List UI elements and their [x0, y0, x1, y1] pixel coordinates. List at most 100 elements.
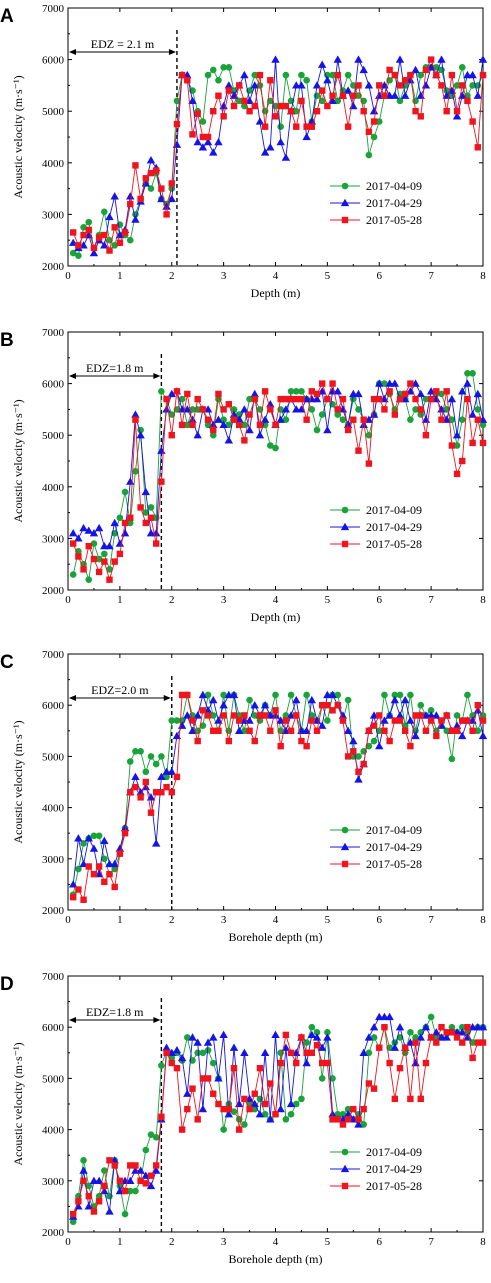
- data-point: [89, 844, 99, 852]
- data-point: [85, 218, 93, 226]
- data-point: [199, 406, 207, 413]
- data-point: [355, 1116, 362, 1123]
- data-point: [324, 702, 331, 709]
- data-point: [121, 519, 129, 527]
- data-point: [126, 519, 134, 527]
- edz-label: EDZ = 2.1 m: [91, 37, 155, 51]
- data-point: [158, 478, 165, 485]
- data-point: [396, 395, 404, 403]
- data-point: [142, 1146, 150, 1154]
- data-point: [364, 1033, 374, 1041]
- legend-entry: 2017-04-29: [330, 840, 422, 854]
- data-point: [267, 77, 274, 84]
- data-point: [235, 1126, 243, 1133]
- data-point: [328, 690, 337, 699]
- data-point: [443, 1029, 450, 1036]
- data-point: [167, 767, 176, 775]
- data-point: [468, 410, 477, 418]
- data-point: [359, 420, 368, 429]
- data-point: [75, 1198, 82, 1205]
- edz-label: EDZ=2.0 m: [91, 683, 149, 697]
- data-point: [453, 1034, 461, 1041]
- data-point: [464, 97, 471, 105]
- data-point: [204, 691, 212, 699]
- data-point: [214, 1074, 223, 1082]
- data-point: [230, 416, 238, 423]
- data-point: [350, 1105, 357, 1113]
- data-point: [339, 92, 347, 99]
- data-point: [339, 1110, 347, 1118]
- data-point: [94, 1176, 104, 1184]
- data-point: [390, 1043, 400, 1051]
- data-point: [427, 395, 435, 403]
- data-point: [147, 753, 155, 760]
- data-point: [282, 395, 290, 403]
- data-point: [215, 395, 222, 403]
- data-point: [266, 143, 275, 151]
- data-point: [229, 410, 239, 418]
- data-point: [464, 691, 471, 699]
- data-point: [396, 717, 404, 724]
- data-point: [131, 772, 140, 781]
- data-point: [464, 1024, 471, 1031]
- data-point: [101, 208, 108, 216]
- data-point: [396, 82, 404, 89]
- data-point: [400, 695, 410, 704]
- data-point: [385, 711, 394, 719]
- data-point: [287, 108, 295, 115]
- x-tick-label: 3: [221, 594, 227, 606]
- data-point: [245, 716, 254, 724]
- data-point: [173, 1064, 181, 1072]
- data-point: [412, 108, 419, 115]
- data-point: [437, 55, 446, 63]
- data-point: [317, 1043, 327, 1051]
- data-point: [142, 768, 150, 776]
- data-point: [245, 425, 254, 434]
- data-point: [69, 229, 77, 236]
- data-point: [224, 1110, 234, 1118]
- x-tick-label: 0: [65, 914, 71, 926]
- data-point: [469, 727, 476, 734]
- x-tick-label: 1: [117, 914, 123, 926]
- data-point: [407, 1095, 414, 1103]
- data-point: [225, 1100, 233, 1108]
- data-point: [339, 395, 347, 403]
- data-point: [85, 863, 92, 870]
- data-point: [396, 1034, 404, 1041]
- chart-panel-a: A 0 1 2 3 4 5 6 7 8 2000 3000 4000 5000 6000 7000 Depth …: [0, 3, 488, 300]
- x-tick-label: 6: [377, 914, 383, 926]
- data-point: [126, 1176, 135, 1184]
- data-point: [333, 387, 342, 395]
- data-point: [235, 82, 243, 89]
- data-point: [127, 514, 134, 521]
- data-point: [298, 395, 305, 403]
- data-point: [334, 71, 341, 79]
- data-point: [324, 395, 331, 403]
- data-point: [281, 153, 291, 161]
- data-point: [246, 108, 253, 115]
- data-point: [303, 123, 310, 130]
- data-point: [417, 113, 424, 120]
- data-point: [411, 1058, 420, 1067]
- data-point: [355, 406, 362, 413]
- data-point: [463, 379, 472, 387]
- y-tick-label: 7000: [42, 649, 65, 661]
- data-point: [344, 123, 352, 130]
- data-point: [443, 388, 450, 395]
- y-tick-label: 5000: [42, 1073, 65, 1085]
- data-point: [132, 162, 139, 169]
- data-point: [282, 416, 290, 424]
- data-point: [376, 712, 383, 719]
- data-point: [214, 415, 223, 423]
- data-point: [464, 369, 471, 377]
- data-point: [121, 1187, 129, 1195]
- data-point: [369, 1023, 379, 1031]
- data-point: [334, 406, 341, 413]
- data-point: [381, 406, 388, 413]
- x-tick-label: 7: [428, 1236, 434, 1248]
- data-point: [448, 755, 456, 763]
- data-point: [198, 143, 208, 151]
- data-point: [438, 717, 445, 724]
- data-point: [183, 711, 192, 719]
- data-point: [95, 1198, 103, 1205]
